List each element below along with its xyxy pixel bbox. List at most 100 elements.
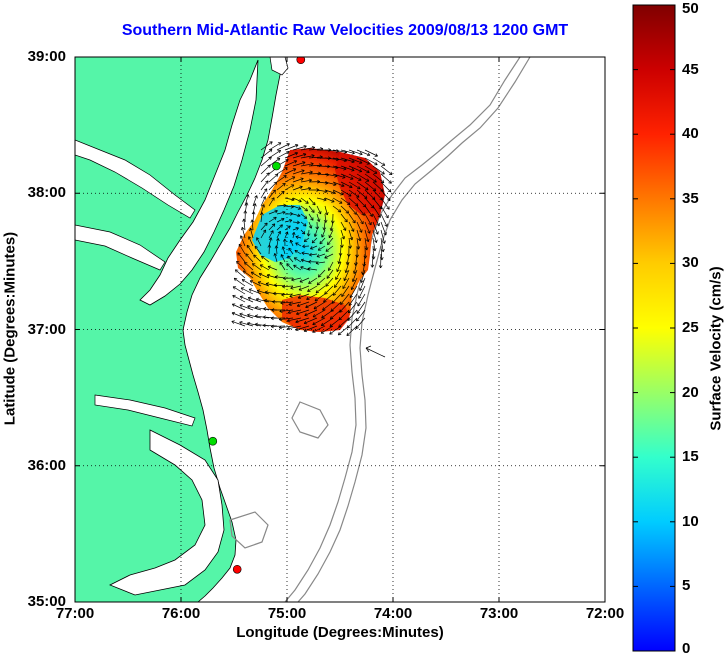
- velocity-arrow-head: [281, 254, 284, 257]
- velocity-arrow-head: [257, 289, 261, 291]
- velocity-arrow-head: [282, 210, 286, 213]
- velocity-arrow-head: [253, 254, 257, 256]
- velocity-arrow-head: [357, 304, 361, 307]
- velocity-arrow: [311, 237, 318, 244]
- velocity-arrow-head: [300, 259, 304, 263]
- velocity-arrow: [276, 211, 286, 215]
- velocity-arrow: [309, 253, 318, 256]
- velocity-arrow: [275, 245, 278, 255]
- velocity-arrow-head: [329, 323, 332, 327]
- velocity-arrow-head: [244, 262, 246, 266]
- velocity-arrow-head: [300, 177, 304, 179]
- velocity-arrow-head: [316, 256, 320, 258]
- velocity-arrow-head: [287, 312, 291, 315]
- velocity-arrow-head: [290, 286, 294, 289]
- velocity-arrow-head: [239, 312, 243, 315]
- velocity-arrow: [308, 205, 315, 213]
- velocity-arrow-head: [312, 329, 315, 333]
- velocity-arrow-head: [323, 227, 327, 231]
- velocity-arrow-head: [303, 153, 307, 157]
- velocity-arrow-head: [374, 179, 377, 183]
- colorbar-tick-label: 40: [682, 125, 699, 143]
- velocity-arrow-head: [358, 296, 362, 299]
- velocity-arrow: [308, 229, 310, 237]
- velocity-arrow-head: [309, 252, 312, 256]
- velocity-arrow: [279, 309, 294, 312]
- velocity-arrow: [237, 252, 246, 263]
- velocity-arrow-head: [295, 319, 298, 323]
- velocity-arrow-head: [263, 308, 266, 311]
- velocity-arrow-head: [247, 321, 251, 324]
- velocity-arrow-head: [253, 254, 255, 258]
- velocity-arrow-head: [322, 307, 324, 311]
- velocity-arrow: [330, 309, 342, 320]
- velocity-arrow-head: [297, 215, 301, 218]
- velocity-arrow: [324, 165, 339, 169]
- velocity-arrow-head: [336, 269, 340, 272]
- velocity-arrow-head: [287, 318, 290, 322]
- velocity-arrow: [239, 313, 254, 319]
- velocity-arrow-head: [328, 148, 332, 151]
- velocity-arrow-head: [302, 246, 306, 249]
- velocity-arrow: [250, 271, 262, 279]
- velocity-arrow-head: [283, 203, 287, 206]
- velocity-arrow-head: [277, 230, 281, 234]
- velocity-arrow: [315, 261, 326, 264]
- velocity-arrow-head: [387, 199, 391, 201]
- velocity-arrow-head: [295, 235, 299, 237]
- velocity-arrow-head: [308, 226, 312, 229]
- velocity-arrow-head: [311, 146, 315, 148]
- velocity-arrow-head: [312, 147, 315, 150]
- velocity-arrow-head: [321, 235, 325, 238]
- velocity-arrow-head: [295, 242, 298, 246]
- velocity-arrow-head: [335, 277, 339, 280]
- velocity-arrow-head: [293, 176, 296, 180]
- velocity-arrow: [356, 149, 371, 156]
- velocity-arrow: [372, 181, 384, 192]
- velocity-arrow: [316, 189, 328, 193]
- velocity-arrow: [255, 306, 270, 311]
- velocity-arrow-head: [370, 206, 374, 209]
- velocity-arrow: [241, 227, 246, 239]
- velocity-arrow-head: [246, 202, 249, 206]
- velocity-arrow-head: [240, 235, 244, 238]
- velocity-arrow: [300, 221, 307, 227]
- velocity-arrow: [316, 205, 322, 215]
- velocity-arrow-head: [310, 162, 314, 164]
- velocity-arrow: [300, 266, 310, 271]
- velocity-arrow: [318, 269, 326, 278]
- velocity-arrow: [256, 298, 270, 303]
- velocity-arrow: [356, 181, 369, 191]
- velocity-arrow: [364, 221, 371, 234]
- velocity-arrow-head: [343, 160, 347, 163]
- x-axis-label: Longitude (Degrees:Minutes): [236, 624, 444, 641]
- velocity-arrow: [340, 237, 343, 248]
- velocity-arrow: [276, 224, 283, 231]
- velocity-arrow: [334, 277, 342, 288]
- velocity-arrow-head: [291, 199, 295, 202]
- velocity-arrow: [268, 181, 277, 191]
- colorbar-label: Surface Velocity (cm/s): [707, 266, 724, 431]
- velocity-arrow: [316, 213, 320, 222]
- velocity-arrow: [256, 237, 262, 247]
- velocity-arrow: [360, 269, 366, 283]
- velocity-arrow-head: [373, 196, 376, 200]
- tidal-river: [75, 224, 166, 271]
- velocity-arrow: [356, 309, 366, 322]
- velocity-arrow-head: [273, 284, 277, 288]
- velocity-arrow: [252, 211, 255, 223]
- velocity-arrow: [239, 321, 254, 327]
- velocity-arrow: [295, 325, 310, 331]
- velocity-arrow: [314, 293, 326, 302]
- velocity-arrow-head: [370, 264, 373, 268]
- velocity-arrow-head: [311, 239, 314, 244]
- velocity-arrow-head: [296, 222, 300, 225]
- velocity-arrow: [348, 293, 358, 306]
- velocity-arrow: [248, 236, 254, 247]
- y-tick-label: 38:00: [27, 184, 66, 202]
- velocity-arrow-head: [383, 162, 386, 166]
- velocity-arrow: [348, 181, 361, 190]
- velocity-arrow-head: [302, 161, 306, 165]
- velocity-arrow-head: [351, 237, 354, 241]
- velocity-arrow: [308, 221, 312, 229]
